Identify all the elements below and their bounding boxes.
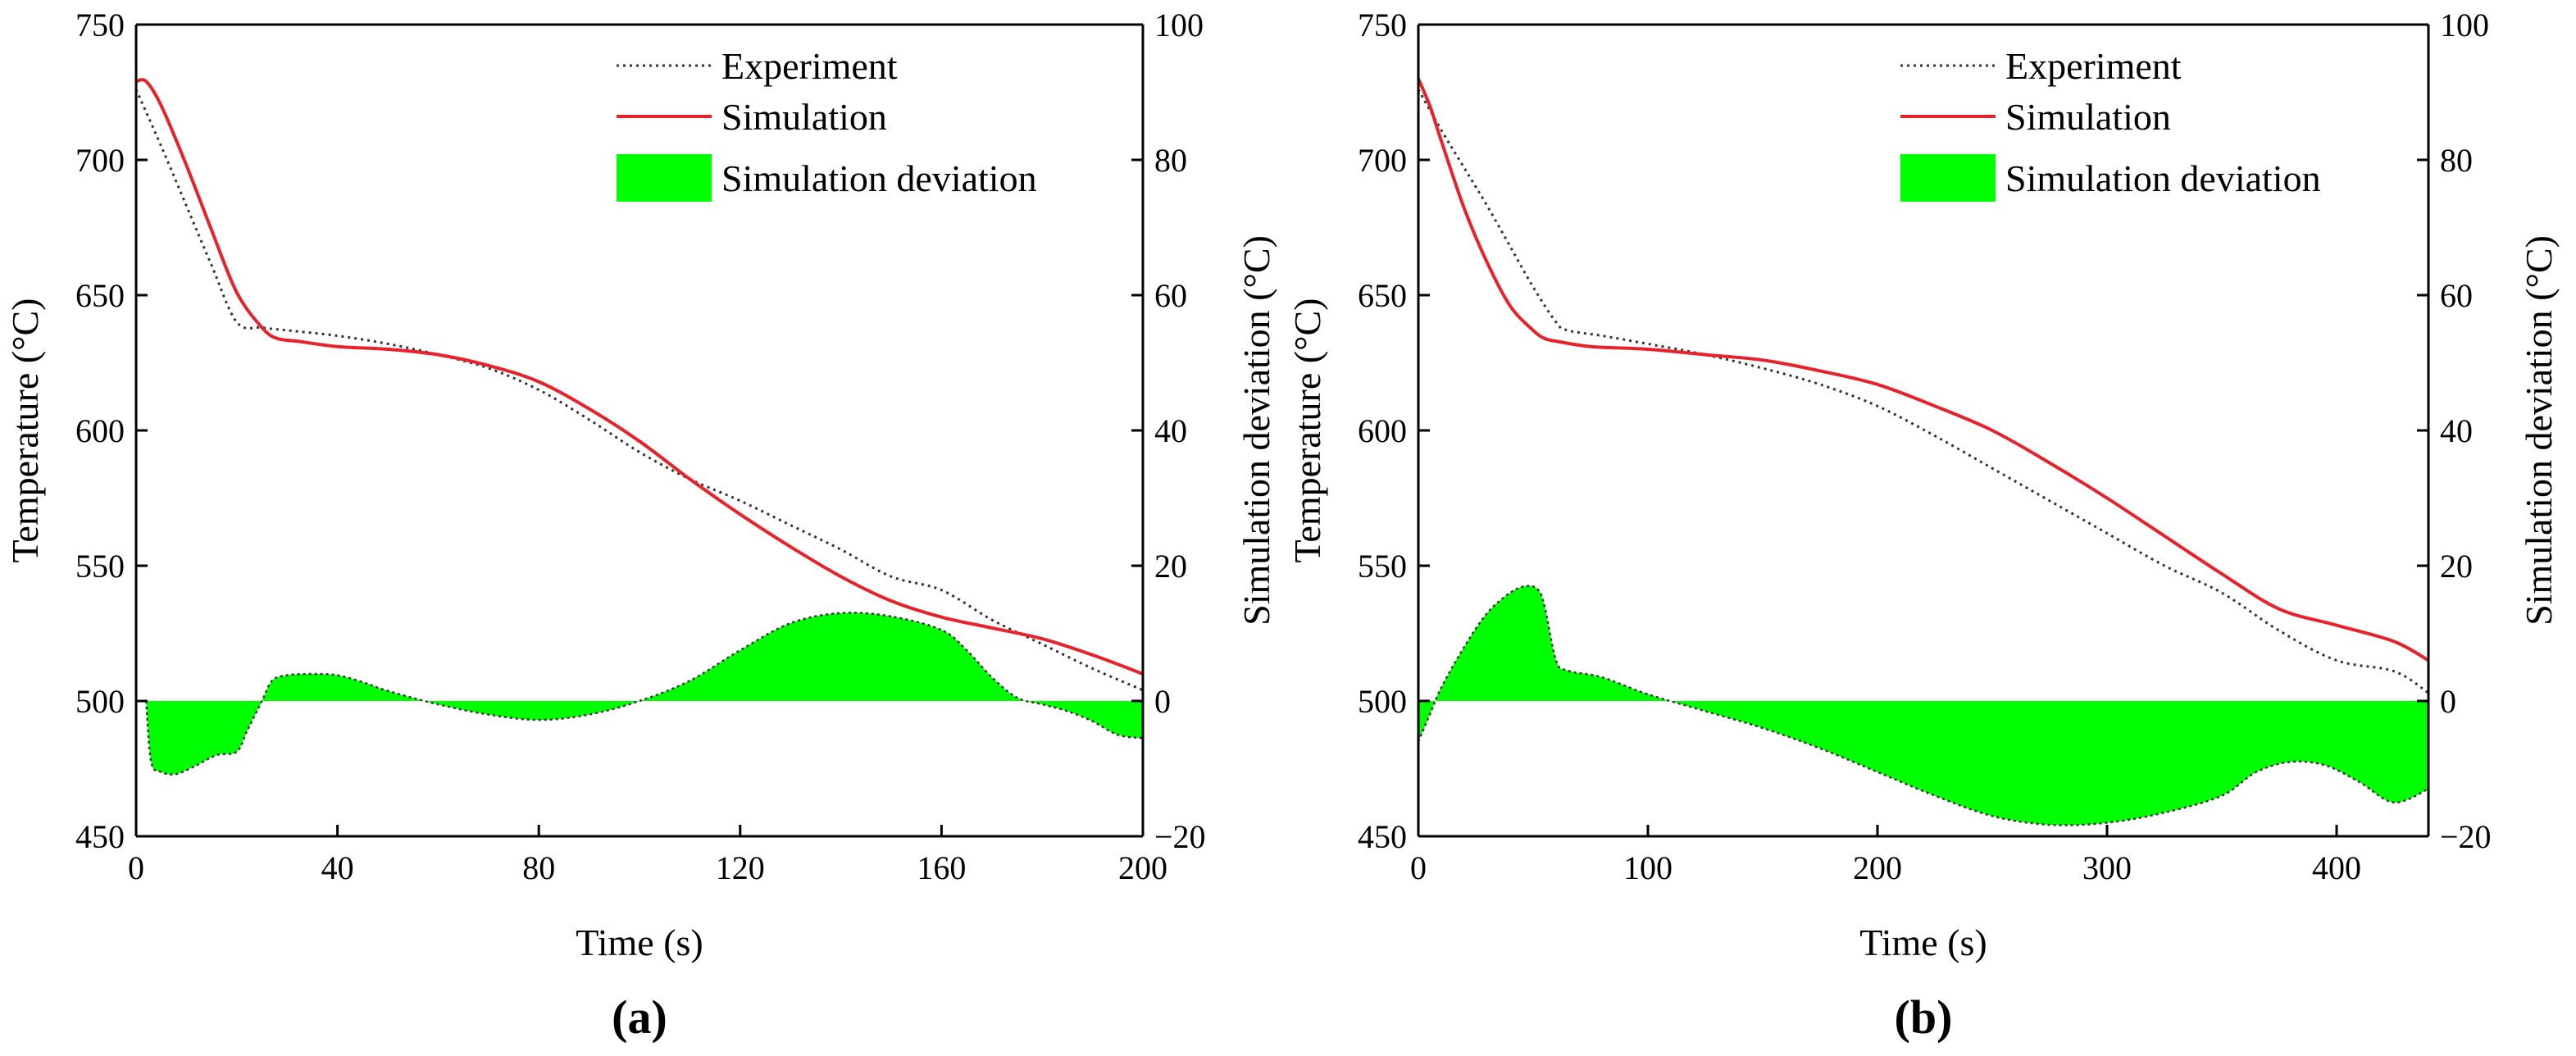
deviation-outline bbox=[145, 612, 1144, 776]
panel-label: (b) bbox=[1895, 990, 1953, 1044]
y2-tick-label: 0 bbox=[2440, 683, 2456, 720]
x-tick-label: 200 bbox=[1853, 849, 1902, 886]
experiment-line bbox=[134, 89, 1144, 692]
y2-tick-label: 60 bbox=[1154, 277, 1187, 314]
x-axis-label: Time (s) bbox=[1859, 922, 1987, 963]
y2-tick-label: 100 bbox=[1154, 7, 1204, 43]
legend-label-deviation: Simulation deviation bbox=[2005, 157, 2321, 199]
legend-swatch-deviation bbox=[617, 154, 712, 202]
legend-label-simulation: Simulation bbox=[2005, 96, 2171, 138]
panel-label: (a) bbox=[612, 990, 667, 1044]
y2-tick-label: 80 bbox=[2440, 142, 2473, 179]
y-tick-label: 750 bbox=[1358, 7, 1407, 43]
y2-tick-label: 80 bbox=[1154, 142, 1187, 179]
y-tick-label: 650 bbox=[75, 277, 125, 314]
x-tick-label: 80 bbox=[522, 849, 555, 886]
x-tick-label: 400 bbox=[2312, 849, 2361, 886]
y-tick-label: 550 bbox=[1358, 548, 1407, 585]
deviation-area bbox=[146, 612, 1143, 775]
y-tick-label: 700 bbox=[75, 142, 125, 179]
y2-axis-label: Simulation deviation (°C) bbox=[1236, 235, 1277, 626]
x-axis-label: Time (s) bbox=[576, 922, 703, 963]
y2-axis-label: Simulation deviation (°C) bbox=[2518, 235, 2560, 626]
x-tick-label: 100 bbox=[1623, 849, 1673, 886]
y-tick-label: 450 bbox=[1358, 818, 1407, 855]
y-tick-label: 500 bbox=[1358, 683, 1407, 720]
chart-panel-a: 0 40 80 120 160 200 450 500 550 600 650 700 750 −20 0 2… bbox=[4, 7, 1277, 1044]
y2-tick-label: 40 bbox=[1154, 412, 1187, 449]
ticks-layer: 0 100 200 300 400 450 500 550 600 650 700 750 −20 0 20… bbox=[1358, 7, 2492, 886]
y-tick-label: 650 bbox=[1358, 277, 1407, 314]
chart-panel-b: 0 100 200 300 400 450 500 550 600 650 700 750 −20 0 20… bbox=[1286, 7, 2560, 1044]
x-tick-label: 120 bbox=[716, 849, 765, 886]
legend-label-experiment: Experiment bbox=[721, 45, 898, 87]
y-tick-label: 600 bbox=[1358, 412, 1407, 449]
y-tick-label: 550 bbox=[75, 548, 125, 585]
y2-tick-label: 40 bbox=[2440, 412, 2473, 449]
y-axis-label: Temperature (°C) bbox=[1286, 298, 1328, 563]
x-tick-label: 160 bbox=[917, 849, 966, 886]
ticks-layer: 0 40 80 120 160 200 450 500 550 600 650 700 750 −20 0 2… bbox=[75, 7, 1206, 886]
deviation-outline bbox=[1417, 585, 2429, 826]
series-layer bbox=[1417, 78, 2430, 826]
simulation-line bbox=[1417, 78, 2430, 662]
series-layer bbox=[134, 78, 1144, 776]
x-tick-label: 0 bbox=[1410, 849, 1427, 886]
y-tick-label: 450 bbox=[75, 818, 125, 855]
y2-tick-label: −20 bbox=[2440, 818, 2492, 855]
y-tick-label: 600 bbox=[75, 412, 125, 449]
y2-tick-label: 20 bbox=[1154, 548, 1187, 585]
legend-label-experiment: Experiment bbox=[2005, 45, 2182, 87]
x-tick-label: 0 bbox=[128, 849, 144, 886]
plot-frame bbox=[134, 23, 1145, 838]
legend: Experiment Simulation Simulation deviati… bbox=[617, 45, 1037, 202]
legend-label-simulation: Simulation bbox=[721, 96, 887, 138]
y2-tick-label: −20 bbox=[1154, 818, 1206, 855]
legend: Experiment Simulation Simulation deviati… bbox=[1900, 45, 2321, 202]
y2-tick-label: 20 bbox=[2440, 548, 2473, 585]
legend-label-deviation: Simulation deviation bbox=[721, 157, 1037, 199]
y-tick-label: 500 bbox=[75, 683, 125, 720]
y2-tick-label: 60 bbox=[2440, 277, 2473, 314]
legend-swatch-deviation bbox=[1900, 154, 1996, 202]
deviation-area bbox=[1418, 585, 2428, 826]
y2-tick-label: 100 bbox=[2440, 7, 2489, 43]
x-tick-label: 40 bbox=[321, 849, 354, 886]
y-tick-label: 750 bbox=[75, 7, 125, 43]
y-axis-label: Temperature (°C) bbox=[4, 298, 46, 563]
y2-tick-label: 0 bbox=[1154, 683, 1171, 720]
simulation-line bbox=[135, 78, 1144, 676]
x-tick-label: 300 bbox=[2082, 849, 2132, 886]
y-tick-label: 700 bbox=[1358, 142, 1407, 179]
x-tick-label: 200 bbox=[1118, 849, 1167, 886]
